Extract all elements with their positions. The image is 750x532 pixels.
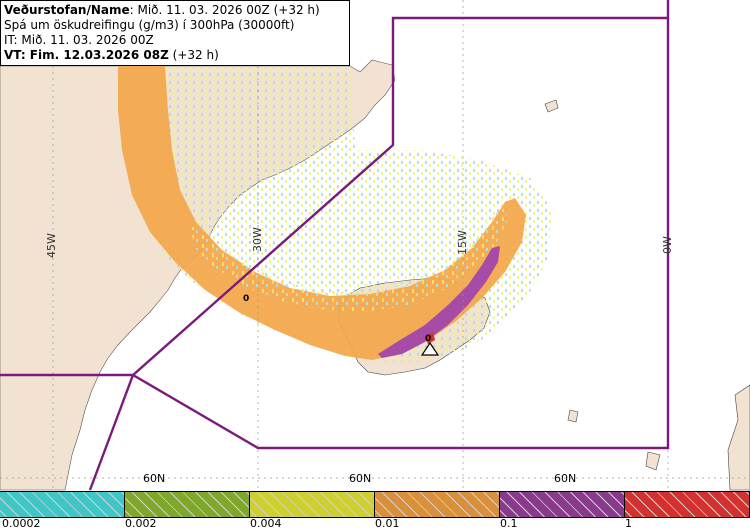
- legend-tick-label: 0.1: [500, 517, 518, 530]
- title-line-3: IT: Mið. 11. 03. 2026 00Z: [4, 33, 154, 47]
- ash-plume-high: [378, 246, 500, 358]
- lon-label-30w: 30W: [251, 227, 264, 252]
- contour-zero-b: 0: [425, 334, 432, 344]
- island-b: [567, 409, 579, 423]
- title-line-1: Veðurstofan/Name: Mið. 11. 03. 2026 00Z …: [4, 3, 320, 17]
- island-a: [544, 99, 559, 113]
- fir-boundary: [0, 0, 670, 491]
- legend-swatch: [0, 492, 125, 517]
- ash-plume-peak: [425, 332, 435, 344]
- contour-zero-a: 0: [243, 294, 250, 304]
- legend-tick-label: 0.0002: [2, 517, 41, 530]
- ash-plume-fringe: [190, 208, 508, 312]
- legend-swatch: [500, 492, 625, 517]
- legend-swatch: [625, 492, 750, 517]
- legend-colorbar: [0, 491, 750, 518]
- title-line-2: Spá um öskudreifingu (g/m3) í 300hPa (30…: [4, 18, 295, 32]
- legend-tick-label: 0.002: [125, 517, 157, 530]
- lat-label-60n-b: 60N: [349, 472, 372, 485]
- legend-swatch: [125, 492, 250, 517]
- title-line-4: VT: Fim. 12.03.2026 08Z (+32 h): [4, 48, 219, 62]
- lon-label-45w: 45W: [45, 233, 58, 258]
- lat-label-60n-c: 60N: [554, 472, 577, 485]
- legend-tick-label: 0.01: [375, 517, 400, 530]
- lon-label-15w: 15W: [456, 230, 469, 255]
- lon-label-0w: 0W: [661, 236, 674, 254]
- volcano-marker: [420, 341, 440, 356]
- legend-tick-label: 1: [625, 517, 632, 530]
- legend-swatch: [375, 492, 500, 517]
- legend-swatch: [250, 492, 375, 517]
- lat-label-60n-a: 60N: [143, 472, 166, 485]
- island-c: [645, 451, 661, 471]
- norway-land: [727, 384, 750, 491]
- title-box: Veðurstofan/Name: Mið. 11. 03. 2026 00Z …: [0, 0, 350, 66]
- legend-tick-label: 0.004: [250, 517, 282, 530]
